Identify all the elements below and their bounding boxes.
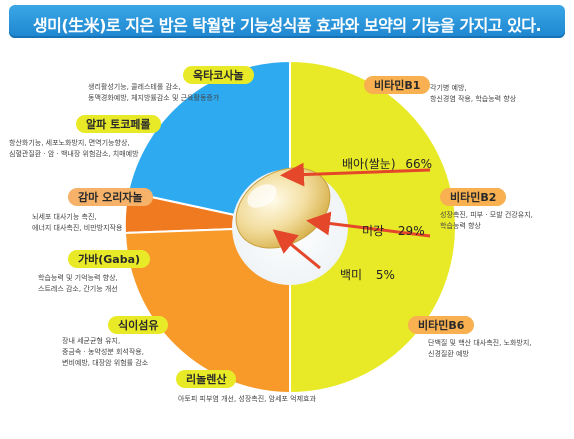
- title-banner: 생미(生米)로 지은 밥은 탁월한 기능성식품 효과와 보약의 기능을 가지고 …: [9, 5, 565, 38]
- vitamin-b1-label: 비타민B1: [364, 76, 431, 94]
- white-rice-value: 5%: [375, 268, 395, 282]
- gamma-oryzanol-label: 감마 오리자놀: [68, 188, 153, 206]
- page-title: 생미(生米)로 지은 밥은 탁월한 기능성식품 효과와 보약의 기능을 가지고 …: [32, 16, 542, 35]
- embryo-percent: 배아(쌀눈) 66%: [342, 155, 432, 172]
- gamma-oryzanol-desc: 뇌세포 대사기능 촉진, 에너지 대사촉진, 비만방지작용: [32, 213, 123, 232]
- arrow-bran: [306, 211, 431, 238]
- vitamin-b2-label: 비타민B2: [440, 188, 507, 206]
- linolenic-acid-desc: 아토피 피부염 개선, 성장촉진, 암세포 억제효과: [178, 395, 316, 403]
- vitamin-b1-desc: 각기병 예방, 항신경염 작용, 학습능력 향상: [430, 84, 517, 103]
- octacosanol-desc: 생리활성기능, 콜레스테롤 감소, 동맥경화예방, 체지방률감소 및 근육활동증가: [88, 83, 220, 102]
- embryo-label: 배아(쌀눈): [342, 157, 396, 171]
- dietary-fiber-label: 식이섬유: [108, 316, 169, 334]
- vitamin-b6-desc: 단백질 및 핵산 대사촉진, 노화방지, 신경질환 예방: [428, 339, 532, 358]
- bran-label: 미강: [362, 224, 385, 238]
- arrow-white-rice: [272, 229, 321, 270]
- gaba-desc: 학습능력 및 기억능력 향상, 스트레스 감소, 간기능 개선: [38, 274, 118, 293]
- linolenic-acid-label: 리놀렌산: [176, 370, 237, 388]
- alpha-tocopherol-label: 알파 토코페롤: [76, 115, 161, 133]
- vitamin-b2-desc: 성장촉진, 피부 · 모발 건강유지, 학습능력 향상: [440, 211, 533, 230]
- white-rice-percent: 백미 5%: [340, 266, 395, 283]
- dietary-fiber-desc: 장내 세균균형 유지, 중금속 · 농약성분 회석작용, 변비예방, 대장암 위험률…: [62, 337, 149, 367]
- vitamin-b6-label: 비타민B6: [408, 316, 475, 334]
- embryo-value: 66%: [405, 157, 433, 171]
- arrow-embryo: [280, 162, 431, 187]
- bran-percent: 미강 29%: [362, 222, 425, 239]
- octacosanol-label: 옥타코사놀: [183, 66, 254, 84]
- bran-value: 29%: [397, 224, 425, 238]
- alpha-tocopherol-desc: 항산화기능, 세포노화방지, 면역기능향상, 심혈관질환 · 암 · 백내장 위험…: [9, 139, 139, 158]
- gaba-label: 가바(Gaba): [68, 250, 151, 268]
- white-rice-label: 백미: [340, 268, 363, 282]
